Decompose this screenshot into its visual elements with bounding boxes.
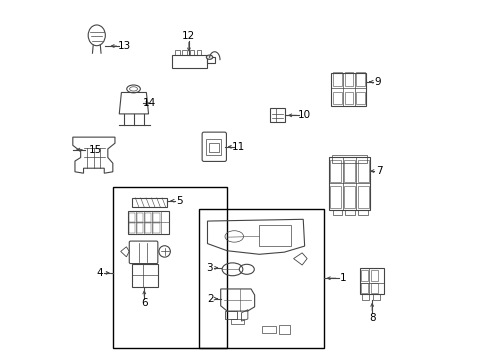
Bar bbox=[279, 325, 290, 334]
Bar bbox=[207, 57, 215, 63]
Bar bbox=[182, 50, 187, 55]
Text: 1: 1 bbox=[340, 273, 347, 283]
Bar bbox=[153, 223, 160, 233]
Bar bbox=[344, 159, 355, 182]
Bar bbox=[361, 270, 368, 281]
Bar bbox=[362, 294, 369, 300]
Bar bbox=[358, 186, 368, 208]
Bar bbox=[361, 283, 368, 293]
Bar bbox=[259, 225, 292, 246]
Bar bbox=[371, 283, 378, 293]
Bar bbox=[206, 139, 221, 156]
Text: 11: 11 bbox=[232, 142, 245, 152]
Text: 5: 5 bbox=[176, 196, 183, 206]
Bar bbox=[356, 72, 365, 86]
Text: 6: 6 bbox=[141, 297, 147, 307]
Text: 10: 10 bbox=[297, 111, 311, 120]
Text: 13: 13 bbox=[118, 41, 131, 51]
Bar bbox=[209, 143, 220, 152]
Bar bbox=[333, 210, 342, 215]
Bar bbox=[132, 264, 158, 287]
Bar bbox=[373, 294, 380, 300]
Bar bbox=[153, 212, 160, 222]
Bar bbox=[198, 208, 323, 348]
Bar bbox=[371, 270, 378, 281]
Bar bbox=[270, 108, 285, 122]
Bar bbox=[137, 212, 143, 222]
Bar bbox=[333, 72, 342, 86]
Bar bbox=[113, 187, 227, 348]
Bar bbox=[128, 211, 169, 234]
Bar bbox=[145, 212, 151, 222]
Text: 14: 14 bbox=[143, 98, 156, 108]
Bar bbox=[132, 198, 168, 207]
Bar bbox=[358, 210, 368, 215]
Bar bbox=[358, 159, 368, 182]
Bar bbox=[262, 327, 276, 333]
Bar bbox=[333, 92, 342, 104]
Text: 2: 2 bbox=[207, 294, 214, 303]
Bar bbox=[128, 212, 135, 222]
Text: 3: 3 bbox=[206, 263, 213, 273]
Ellipse shape bbox=[206, 55, 213, 59]
Bar bbox=[330, 186, 341, 208]
Bar bbox=[345, 210, 355, 215]
Bar bbox=[344, 72, 353, 86]
Bar bbox=[329, 157, 370, 210]
Bar bbox=[344, 186, 355, 208]
Text: 7: 7 bbox=[376, 166, 383, 176]
Bar bbox=[360, 267, 384, 294]
Text: 15: 15 bbox=[89, 145, 102, 155]
Bar bbox=[331, 73, 367, 106]
Bar bbox=[332, 156, 367, 163]
Bar bbox=[190, 50, 194, 55]
Text: 9: 9 bbox=[374, 77, 381, 87]
Bar bbox=[356, 92, 365, 104]
Bar bbox=[231, 319, 245, 324]
Text: 8: 8 bbox=[369, 312, 375, 323]
Text: 12: 12 bbox=[182, 31, 196, 41]
Bar bbox=[344, 92, 353, 104]
Bar bbox=[172, 55, 207, 68]
Bar bbox=[330, 159, 341, 182]
Text: 4: 4 bbox=[96, 268, 102, 278]
Bar bbox=[145, 223, 151, 233]
Bar bbox=[197, 50, 201, 55]
Bar bbox=[128, 223, 135, 233]
Bar bbox=[175, 50, 180, 55]
Bar bbox=[137, 223, 143, 233]
